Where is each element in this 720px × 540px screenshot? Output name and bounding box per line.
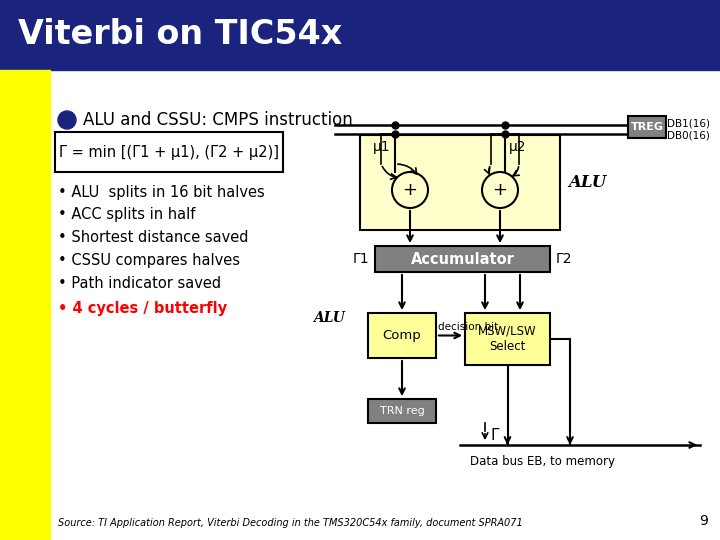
- Text: Γ = min [(Γ1 + μ1), (Γ2 + μ2)]: Γ = min [(Γ1 + μ1), (Γ2 + μ2)]: [59, 145, 279, 159]
- Text: Comp: Comp: [382, 329, 421, 342]
- Text: TREG: TREG: [631, 122, 664, 132]
- Text: Viterbi on TIC54x: Viterbi on TIC54x: [18, 18, 342, 51]
- Text: • CSSU compares halves: • CSSU compares halves: [58, 253, 240, 268]
- Text: 9: 9: [699, 514, 708, 528]
- Text: MSW/LSW
Select: MSW/LSW Select: [478, 325, 537, 353]
- Text: • ACC splits in half: • ACC splits in half: [58, 207, 195, 222]
- Bar: [375, 246, 550, 272]
- Bar: [368, 313, 436, 358]
- Text: ALU: ALU: [313, 311, 345, 325]
- Text: Γ1: Γ1: [352, 252, 369, 266]
- Bar: [55, 132, 283, 172]
- Text: DB1(16): DB1(16): [667, 119, 710, 129]
- Text: Data bus EB, to memory: Data bus EB, to memory: [470, 455, 615, 468]
- Bar: [368, 399, 436, 423]
- Circle shape: [58, 111, 76, 129]
- Bar: [628, 116, 666, 138]
- Text: • 4 cycles / butterfly: • 4 cycles / butterfly: [58, 300, 227, 315]
- Text: DB0(16): DB0(16): [667, 130, 710, 140]
- Text: • ALU  splits in 16 bit halves: • ALU splits in 16 bit halves: [58, 185, 265, 199]
- Text: μ2: μ2: [509, 140, 526, 154]
- Bar: [465, 313, 550, 365]
- Text: +: +: [402, 181, 418, 199]
- Text: decision bit: decision bit: [438, 322, 498, 333]
- Bar: [0, 0, 720, 70]
- Bar: [0, 70, 50, 540]
- Circle shape: [392, 172, 428, 208]
- Text: • Shortest distance saved: • Shortest distance saved: [58, 231, 248, 246]
- Text: ALU and CSSU: CMPS instruction: ALU and CSSU: CMPS instruction: [83, 111, 353, 129]
- Text: ALU: ALU: [568, 174, 606, 191]
- Circle shape: [482, 172, 518, 208]
- Text: Source: TI Application Report, Viterbi Decoding in the TMS320C54x family, docume: Source: TI Application Report, Viterbi D…: [58, 518, 523, 528]
- Text: TRN reg: TRN reg: [379, 406, 424, 416]
- Text: μ1: μ1: [374, 140, 391, 154]
- Text: Γ2: Γ2: [556, 252, 572, 266]
- Bar: [360, 135, 560, 230]
- Text: Γ: Γ: [490, 428, 498, 442]
- Text: +: +: [492, 181, 508, 199]
- Text: • Path indicator saved: • Path indicator saved: [58, 275, 221, 291]
- Text: Accumulator: Accumulator: [410, 252, 514, 267]
